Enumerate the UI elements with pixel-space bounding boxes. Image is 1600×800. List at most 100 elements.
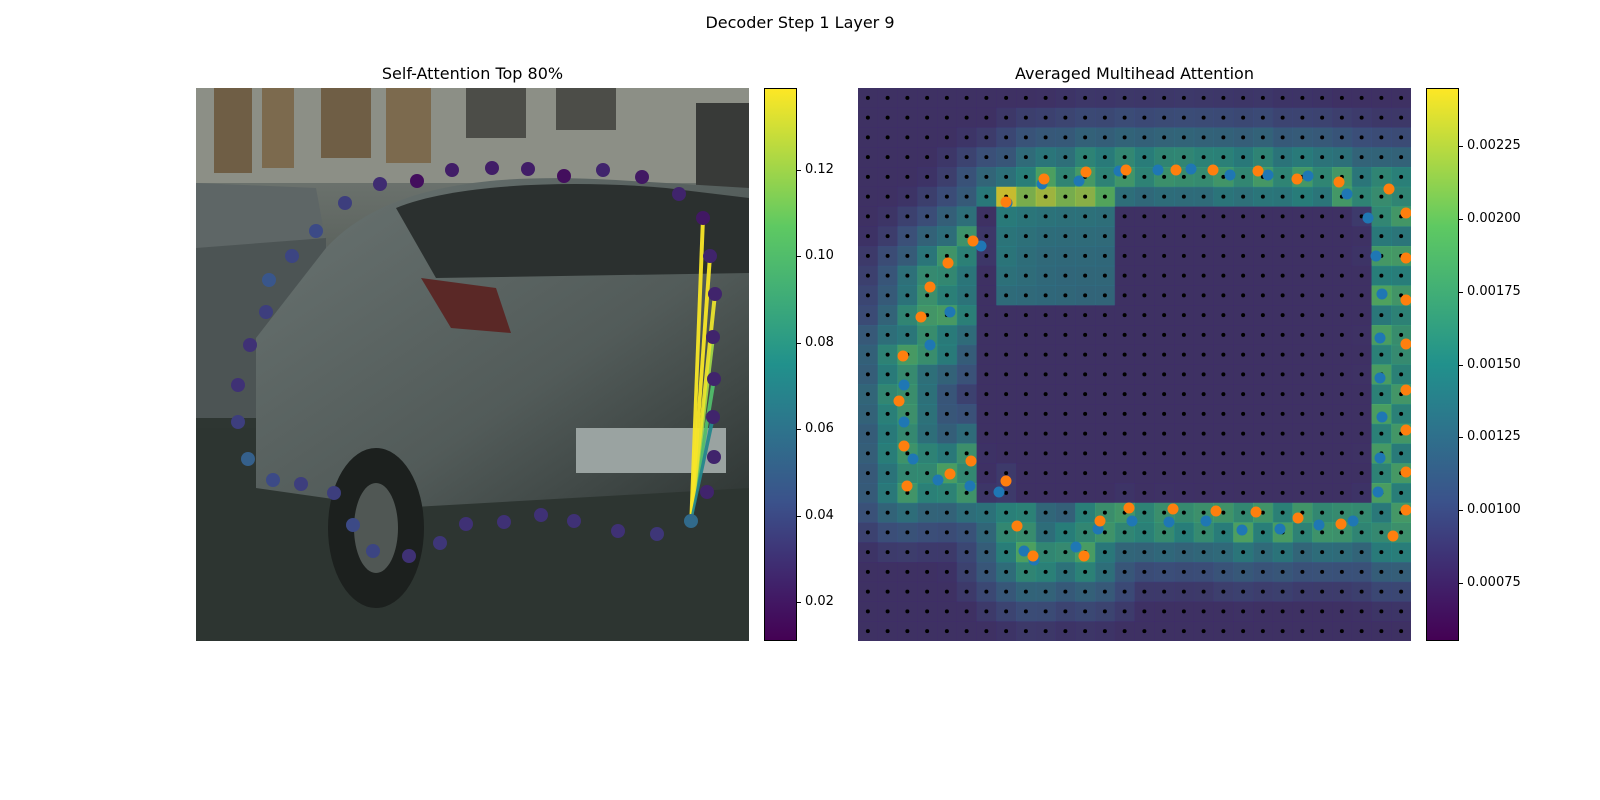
grid-dot — [1339, 431, 1344, 436]
grid-dot — [1063, 372, 1068, 377]
grid-dot — [1004, 490, 1009, 495]
grid-dot — [1300, 135, 1305, 140]
grid-dot — [1043, 569, 1048, 574]
grid-dot — [1241, 510, 1246, 515]
grid-dot — [1122, 490, 1127, 495]
grid-dot — [1162, 431, 1167, 436]
grid-dot — [1201, 451, 1206, 456]
grid-dot — [1023, 490, 1028, 495]
grid-dot — [1142, 471, 1147, 476]
tick-mark — [1459, 218, 1463, 220]
grid-dot — [1359, 550, 1364, 555]
grid-dot — [1043, 135, 1048, 140]
grid-dot — [1260, 95, 1265, 100]
grid-dot — [925, 471, 930, 476]
grid-dot — [905, 115, 910, 120]
grid-dot — [925, 510, 930, 515]
blue-point-17 — [1347, 515, 1359, 527]
orange-point-26 — [1027, 550, 1039, 562]
grid-dot — [1162, 115, 1167, 120]
grid-dot — [1339, 155, 1344, 160]
grid-dot — [1063, 589, 1068, 594]
grid-dot — [1142, 352, 1147, 357]
grid-dot — [1083, 95, 1088, 100]
grid-dot — [1300, 490, 1305, 495]
grid-dot — [1122, 293, 1127, 298]
grid-dot — [1004, 451, 1009, 456]
grid-dot — [1162, 510, 1167, 515]
grid-dot — [1379, 510, 1384, 515]
grid-dot — [1043, 510, 1048, 515]
grid-dot — [1241, 293, 1246, 298]
grid-dot — [984, 352, 989, 357]
grid-dot — [1339, 372, 1344, 377]
grid-dot — [1399, 550, 1404, 555]
contour-point-2 — [707, 450, 721, 464]
grid-dot — [1320, 411, 1325, 416]
grid-dot — [1221, 313, 1226, 318]
orange-point-16 — [1400, 504, 1411, 516]
grid-dot — [1122, 273, 1127, 278]
grid-dot — [1379, 629, 1384, 634]
orange-point-28 — [1000, 475, 1012, 487]
grid-dot — [905, 372, 910, 377]
grid-dot — [1023, 174, 1028, 179]
grid-dot — [885, 550, 890, 555]
grid-dot — [944, 95, 949, 100]
grid-dot — [1004, 115, 1009, 120]
grid-dot — [1300, 253, 1305, 258]
grid-dot — [1023, 372, 1028, 377]
grid-dot — [1241, 490, 1246, 495]
grid-dot — [1063, 234, 1068, 239]
grid-dot — [1320, 431, 1325, 436]
grid-dot — [1102, 530, 1107, 535]
grid-dot — [1339, 214, 1344, 219]
grid-dot — [1339, 411, 1344, 416]
grid-dot — [1379, 609, 1384, 614]
grid-dot — [925, 352, 930, 357]
grid-dot — [1181, 95, 1186, 100]
contour-point-21 — [262, 273, 276, 287]
grid-dot — [1339, 510, 1344, 515]
grid-dot — [1083, 569, 1088, 574]
orange-point-17 — [1387, 530, 1399, 542]
grid-dot — [885, 214, 890, 219]
grid-dot — [1102, 95, 1107, 100]
grid-dot — [1359, 273, 1364, 278]
contour-point-12 — [557, 169, 571, 183]
grid-dot — [1023, 431, 1028, 436]
grid-dot — [1260, 629, 1265, 634]
grid-dot — [925, 174, 930, 179]
grid-dot — [1339, 115, 1344, 120]
grid-dot — [1241, 273, 1246, 278]
grid-dot — [1359, 352, 1364, 357]
grid-dot — [1241, 332, 1246, 337]
grid-dot — [1162, 569, 1167, 574]
grid-dot — [1201, 431, 1206, 436]
tick-mark — [797, 429, 801, 431]
grid-dot — [1379, 550, 1384, 555]
contour-point-4 — [707, 372, 721, 386]
grid-dot — [1102, 273, 1107, 278]
blue-point-32 — [898, 416, 910, 428]
grid-dot — [885, 115, 890, 120]
grid-dot — [1260, 490, 1265, 495]
tick-mark — [797, 342, 801, 344]
grid-dot — [1201, 194, 1206, 199]
grid-dot — [1221, 471, 1226, 476]
colorbar-tick-label: 0.00100 — [1467, 502, 1521, 518]
blue-point-18 — [1313, 519, 1325, 531]
right-colorbar-ticks: 0.00075 0.00100 0.00125 0.00150 0.00175 0.002… — [1459, 88, 1539, 641]
orange-point-13 — [1400, 384, 1411, 396]
contour-point-15 — [445, 163, 459, 177]
grid-dot — [1320, 550, 1325, 555]
grid-dot — [984, 115, 989, 120]
grid-dot — [1300, 155, 1305, 160]
grid-dot — [1142, 95, 1147, 100]
colorbar-tick-label: 0.00150 — [1467, 356, 1521, 372]
grid-dot — [1181, 214, 1186, 219]
grid-dot — [944, 253, 949, 258]
grid-dot — [944, 550, 949, 555]
grid-dot — [1300, 411, 1305, 416]
grid-dot — [1122, 313, 1127, 318]
